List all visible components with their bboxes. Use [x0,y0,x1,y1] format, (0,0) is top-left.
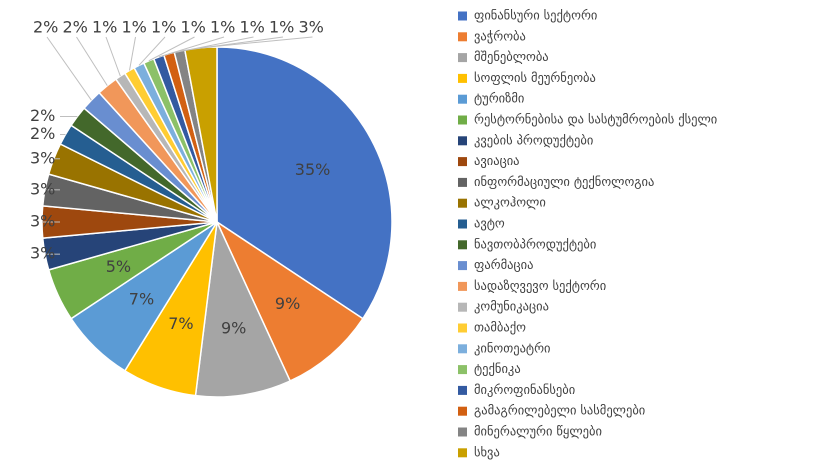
legend-label: კვების პროდუქტები [474,132,593,147]
leader-line [105,36,121,77]
slice-label: 2% [63,18,88,37]
legend-label: ვაჭრობა [474,28,526,43]
slice-label: 3% [30,244,55,263]
legend-swatch [458,261,467,271]
slice-label: 7% [129,289,154,308]
legend-swatch [458,157,467,167]
legend-swatch [458,219,467,229]
legend-label: გამაგრილებელი სასმელები [474,403,645,418]
legend-swatch [458,385,467,395]
pie-slice [194,219,292,398]
legend-label: სადაზღვევო სექტორი [474,278,606,293]
legend-swatch [458,406,467,416]
leader-line [129,36,136,71]
slice-label: 3% [299,18,324,37]
slice-label: 2% [30,124,55,143]
legend-label: ავიაცია [474,153,520,168]
legend-label: მინერალური წყლები [474,424,602,439]
slice-label: 1% [269,18,294,37]
legend-label: მიკროფინანსები [474,382,575,397]
legend-label: კინოთეატრი [474,340,551,355]
slice-label: 2% [33,18,58,37]
legend-swatch [458,32,467,42]
slice-label: 1% [181,18,206,37]
legend-label: ნავთობპროდუქტები [474,236,596,251]
legend-swatch [458,198,467,208]
leader-line [148,36,195,62]
slice-label: 35% [295,160,331,179]
slice-label: 7% [168,314,193,333]
slice-label: 1% [92,18,117,37]
legend-swatch [458,53,467,63]
legend-label: ალკოჰოლი [474,195,546,210]
legend-swatch [458,344,467,354]
legend-label: რესტორნებისა და სასტუმროების ქსელი [474,112,717,127]
slice-label: 3% [30,179,55,198]
slice-label: 3% [30,212,55,231]
slice-label: 5% [106,257,131,276]
slice-label: 1% [240,18,265,37]
slice-label: 9% [275,294,300,313]
pie-slice [215,219,364,382]
legend-swatch [458,177,467,187]
legend-label: ავტო [474,216,505,231]
legend-swatch [458,73,467,83]
leader-line [179,36,284,52]
legend-swatch [458,11,467,21]
legend-swatch [458,281,467,291]
legend-label: კომუნიკაცია [474,299,549,314]
legend-swatch [458,302,467,312]
legend-label: ტექნიკა [474,361,521,376]
leader-line [138,36,166,66]
legend-label: ინფორმაციული ტექნოლოგია [474,174,654,189]
legend-label: სოფლის მეურნეობა [474,70,596,85]
legend-label: მშენებლობა [474,49,549,64]
legend-label: ფარმაცია [474,257,533,272]
legend-swatch [458,136,467,146]
slice-label: 1% [210,18,235,37]
slice-label: 3% [30,148,55,167]
leader-line [46,36,92,101]
legend-swatch [458,240,467,250]
legend-swatch [458,427,467,437]
legend-label: სხვა [474,444,500,459]
legend-swatch [458,323,467,333]
legend-swatch [458,94,467,104]
slice-label: 9% [221,319,246,338]
legend-swatch [458,448,467,458]
legend-label: თამბაქო [474,320,526,335]
slice-label: 1% [122,18,147,37]
legend-label: ფინანსური სექტორი [474,8,597,23]
slice-label: 2% [30,106,55,125]
legend-label: ტურიზმი [474,91,524,106]
slice-label: 1% [151,18,176,37]
leader-line [76,36,108,86]
legend-swatch [458,365,467,375]
leader-line [200,36,313,49]
legend-swatch [458,115,467,125]
